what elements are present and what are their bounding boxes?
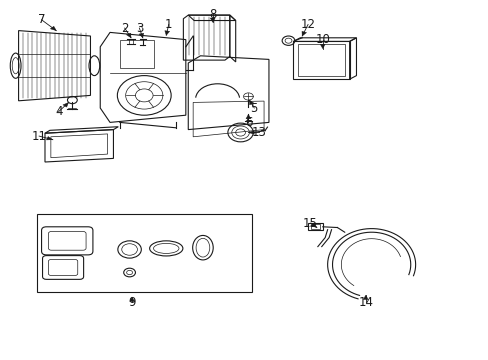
Polygon shape	[310, 223, 316, 228]
Text: 15: 15	[303, 217, 317, 230]
Bar	[37, 214, 251, 292]
Text: 14: 14	[358, 296, 372, 309]
Polygon shape	[63, 103, 68, 107]
Text: 11: 11	[32, 130, 46, 143]
Polygon shape	[126, 33, 131, 38]
Text: 4: 4	[55, 105, 62, 118]
Polygon shape	[245, 114, 250, 119]
Polygon shape	[248, 131, 254, 134]
Text: 10: 10	[315, 33, 329, 46]
Bar	[307, 223, 322, 230]
Bar	[310, 224, 320, 229]
Polygon shape	[139, 33, 143, 38]
Polygon shape	[50, 26, 56, 31]
Polygon shape	[129, 297, 134, 301]
Polygon shape	[363, 295, 367, 300]
Polygon shape	[320, 44, 325, 49]
Text: 2: 2	[121, 22, 128, 35]
Bar	[120, 40, 154, 68]
Text: 6: 6	[244, 116, 252, 129]
Text: 12: 12	[300, 18, 315, 31]
Polygon shape	[249, 100, 254, 105]
Polygon shape	[302, 31, 306, 36]
Text: 3: 3	[135, 22, 143, 35]
Polygon shape	[210, 18, 215, 22]
Polygon shape	[46, 136, 53, 140]
Text: 8: 8	[208, 8, 216, 21]
Text: 13: 13	[251, 126, 266, 139]
Text: 9: 9	[128, 296, 136, 309]
Text: 1: 1	[164, 18, 172, 31]
Polygon shape	[164, 31, 169, 35]
Text: 5: 5	[250, 102, 258, 114]
Text: 7: 7	[38, 13, 45, 26]
